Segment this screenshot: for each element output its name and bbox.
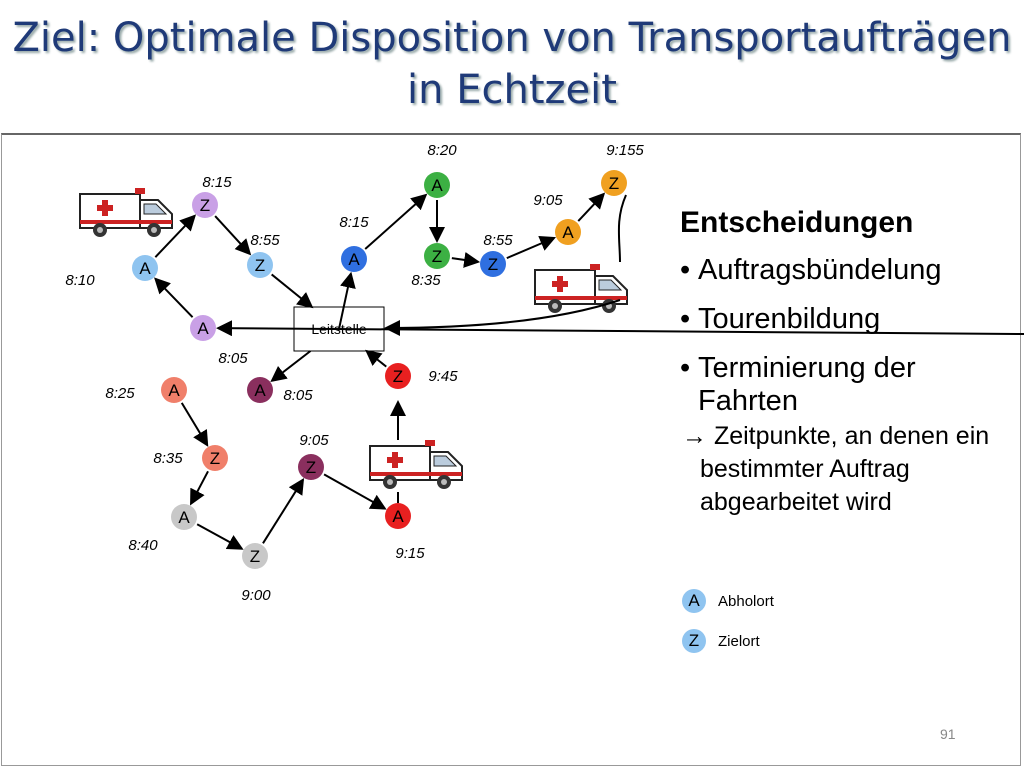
- ambulance-icon: [79, 187, 173, 238]
- edge: [577, 192, 606, 222]
- legend-item: A Abholort: [682, 588, 774, 614]
- node-label: A: [562, 223, 574, 242]
- node-label: Z: [432, 247, 442, 266]
- legend: A Abholort Z Zielort: [682, 588, 774, 668]
- node-time: 8:15: [202, 174, 232, 191]
- edge: [365, 349, 387, 368]
- node-label: A: [254, 381, 266, 400]
- panel-heading: Entscheidungen: [680, 206, 914, 239]
- bullet-list: Auftragsbündelung Tourenbildung Terminie…: [678, 254, 998, 418]
- node-label: Z: [393, 367, 403, 386]
- node-time: 8:25: [105, 385, 135, 402]
- edge: [617, 194, 627, 263]
- node-time: 8:20: [427, 142, 457, 159]
- bullet: Auftragsbündelung: [678, 254, 998, 287]
- title-line: in Echtzeit: [407, 67, 617, 113]
- node: [298, 454, 324, 480]
- node-time: 8:55: [483, 232, 513, 249]
- note: → Zeitpunkte, an denen ein bestimmter Au…: [682, 422, 990, 516]
- edge: [271, 273, 314, 309]
- node: [601, 170, 627, 196]
- legend-item: Z Zielort: [682, 628, 774, 654]
- edge: [364, 193, 428, 250]
- edge: [154, 214, 197, 258]
- node-time: 9:155: [606, 142, 644, 159]
- node-time: 8:55: [250, 232, 280, 249]
- node: [385, 503, 411, 529]
- node-time: 8:10: [65, 272, 95, 289]
- node-time: 8:40: [128, 537, 158, 554]
- node: [171, 504, 197, 530]
- edge: [180, 402, 209, 447]
- node-label: A: [392, 507, 404, 526]
- node: [242, 543, 268, 569]
- node: [424, 243, 450, 269]
- content-frame: [1, 133, 1021, 766]
- node-time: 8:05: [283, 387, 313, 404]
- node-time: 8:15: [339, 214, 369, 231]
- node: [202, 445, 228, 471]
- ambulance-icon: [534, 263, 628, 314]
- legend-symbol: A: [682, 589, 706, 613]
- node-label: A: [431, 176, 443, 195]
- node-label: Z: [250, 547, 260, 566]
- node-time: 8:35: [153, 450, 183, 467]
- decision-panel: Entscheidungen Auftragsbündelung Tourenb…: [678, 206, 998, 519]
- edge: [384, 299, 621, 336]
- node-time: 8:05: [218, 350, 248, 367]
- node: [161, 377, 187, 403]
- node: [247, 377, 273, 403]
- ambulance-icon: [369, 439, 463, 490]
- legend-symbol: Z: [682, 629, 706, 653]
- node-label: Z: [200, 196, 210, 215]
- legend-label: Abholort: [718, 592, 774, 610]
- node-time: 9:05: [299, 432, 329, 449]
- node: [247, 252, 273, 278]
- node-label: A: [178, 508, 190, 527]
- node-time: 9:45: [428, 368, 458, 385]
- node: [132, 255, 158, 281]
- node: [480, 251, 506, 277]
- node-label: Z: [609, 174, 619, 193]
- node-label: A: [139, 259, 151, 278]
- node: [385, 363, 411, 389]
- edge: [270, 350, 312, 383]
- node-label: A: [168, 381, 180, 400]
- node-label: Z: [255, 256, 265, 275]
- node-label: A: [348, 250, 360, 269]
- node-time: 9:15: [395, 545, 425, 562]
- edge: [154, 277, 194, 318]
- title-line: Ziel: Optimale Disposition von Transport…: [12, 15, 1012, 61]
- node: [424, 172, 450, 198]
- edge: [262, 478, 305, 544]
- edge: [506, 236, 557, 260]
- title: Ziel: Optimale Disposition von Transport…: [0, 12, 1024, 116]
- bullet: Terminierung der Fahrten: [678, 352, 998, 418]
- node: [190, 315, 216, 341]
- node-label: Z: [306, 458, 316, 477]
- edge: [196, 523, 244, 550]
- legend-label: Zielort: [718, 632, 760, 650]
- edge: [338, 271, 356, 330]
- node-label: A: [197, 319, 209, 338]
- node-time: 9:00: [241, 587, 271, 604]
- edge: [323, 473, 387, 510]
- node-label: Z: [210, 449, 220, 468]
- page-number: 91: [940, 726, 956, 742]
- bullet: Tourenbildung: [678, 303, 998, 336]
- node: [192, 192, 218, 218]
- node-time: 8:35: [411, 272, 441, 289]
- node: [555, 219, 581, 245]
- node-label: Z: [488, 255, 498, 274]
- edge: [214, 215, 252, 256]
- edge: [190, 470, 209, 506]
- node-time: 9:05: [533, 192, 563, 209]
- edge: [451, 251, 481, 268]
- node: [341, 246, 367, 272]
